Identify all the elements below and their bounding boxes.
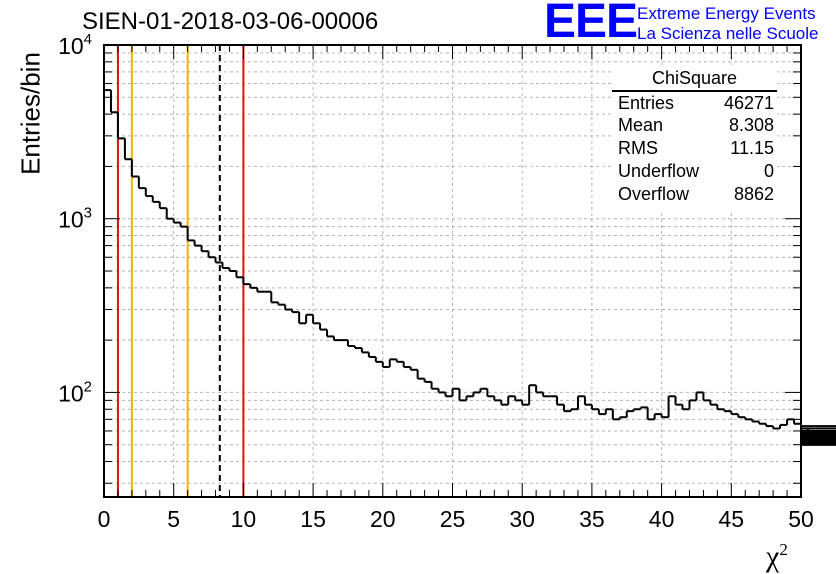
y-tick-base: 10 — [58, 33, 84, 59]
axis-ticks — [103, 44, 802, 497]
stats-row-entries: Entries 46271 — [618, 93, 774, 115]
x-tick-label: 20 — [370, 506, 396, 532]
stats-box: ChiSquare Entries 46271 Mean 8.308 RMS 1… — [612, 65, 777, 210]
x-tick-label: 45 — [719, 506, 745, 532]
logo-line-2: La Scienza nelle Scuole — [637, 24, 819, 43]
stats-row-underflow: Underflow 0 — [618, 161, 774, 183]
logo-line-1: Extreme Energy Events — [637, 4, 816, 23]
stats-value: 46271 — [723, 93, 774, 113]
stats-value: 0 — [763, 161, 774, 181]
y-axis-label: Entries/bin — [15, 52, 46, 175]
y-tick-exp: 2 — [84, 378, 92, 395]
x-tick-label: 15 — [300, 506, 326, 532]
y-tick-base: 10 — [58, 380, 84, 406]
stats-row-mean: Mean 8.308 — [618, 115, 774, 137]
y-tick-label: 104 — [58, 31, 92, 59]
x-tick-label: 0 — [98, 506, 111, 532]
stats-value: 8862 — [733, 184, 774, 204]
x-tick-label: 25 — [440, 506, 466, 532]
stats-title: ChiSquare — [651, 68, 738, 88]
x-tick-labels: 0 5 10 15 20 25 30 35 40 45 50 — [98, 506, 814, 532]
x-axis-label-exp: 2 — [779, 540, 788, 559]
eee-logo: EEE Extreme Energy Events La Scienza nel… — [544, 0, 834, 48]
x-axis-label: χ2 — [766, 540, 788, 574]
stats-label: RMS — [618, 138, 658, 158]
x-tick-label: 10 — [231, 506, 257, 532]
x-tick-label: 50 — [788, 506, 814, 532]
y-tick-label: 103 — [58, 205, 92, 233]
stats-row-overflow: Overflow 8862 — [618, 184, 774, 206]
y-tick-label: 102 — [58, 378, 92, 406]
stats-value: 11.15 — [730, 138, 774, 158]
stats-label: Entries — [618, 93, 675, 113]
y-tick-exp: 3 — [84, 205, 92, 222]
x-tick-label: 30 — [509, 506, 535, 532]
chart-title: SIEN-01-2018-03-06-00006 — [82, 8, 379, 35]
y-tick-exp: 4 — [84, 31, 92, 48]
stats-value: 8.308 — [728, 115, 774, 135]
x-tick-label: 5 — [167, 506, 180, 532]
x-tick-label: 40 — [649, 506, 675, 532]
x-axis-label-base: χ — [766, 540, 780, 573]
stats-divider — [612, 90, 777, 92]
x-tick-label: 35 — [579, 506, 605, 532]
stats-label: Overflow — [618, 184, 690, 204]
stats-label: Underflow — [618, 161, 700, 181]
logo-mark: EEE — [544, 0, 638, 48]
y-tick-base: 10 — [58, 207, 84, 233]
histogram-series — [104, 89, 836, 446]
stats-row-rms: RMS 11.15 — [618, 138, 774, 160]
stats-label: Mean — [618, 115, 664, 135]
